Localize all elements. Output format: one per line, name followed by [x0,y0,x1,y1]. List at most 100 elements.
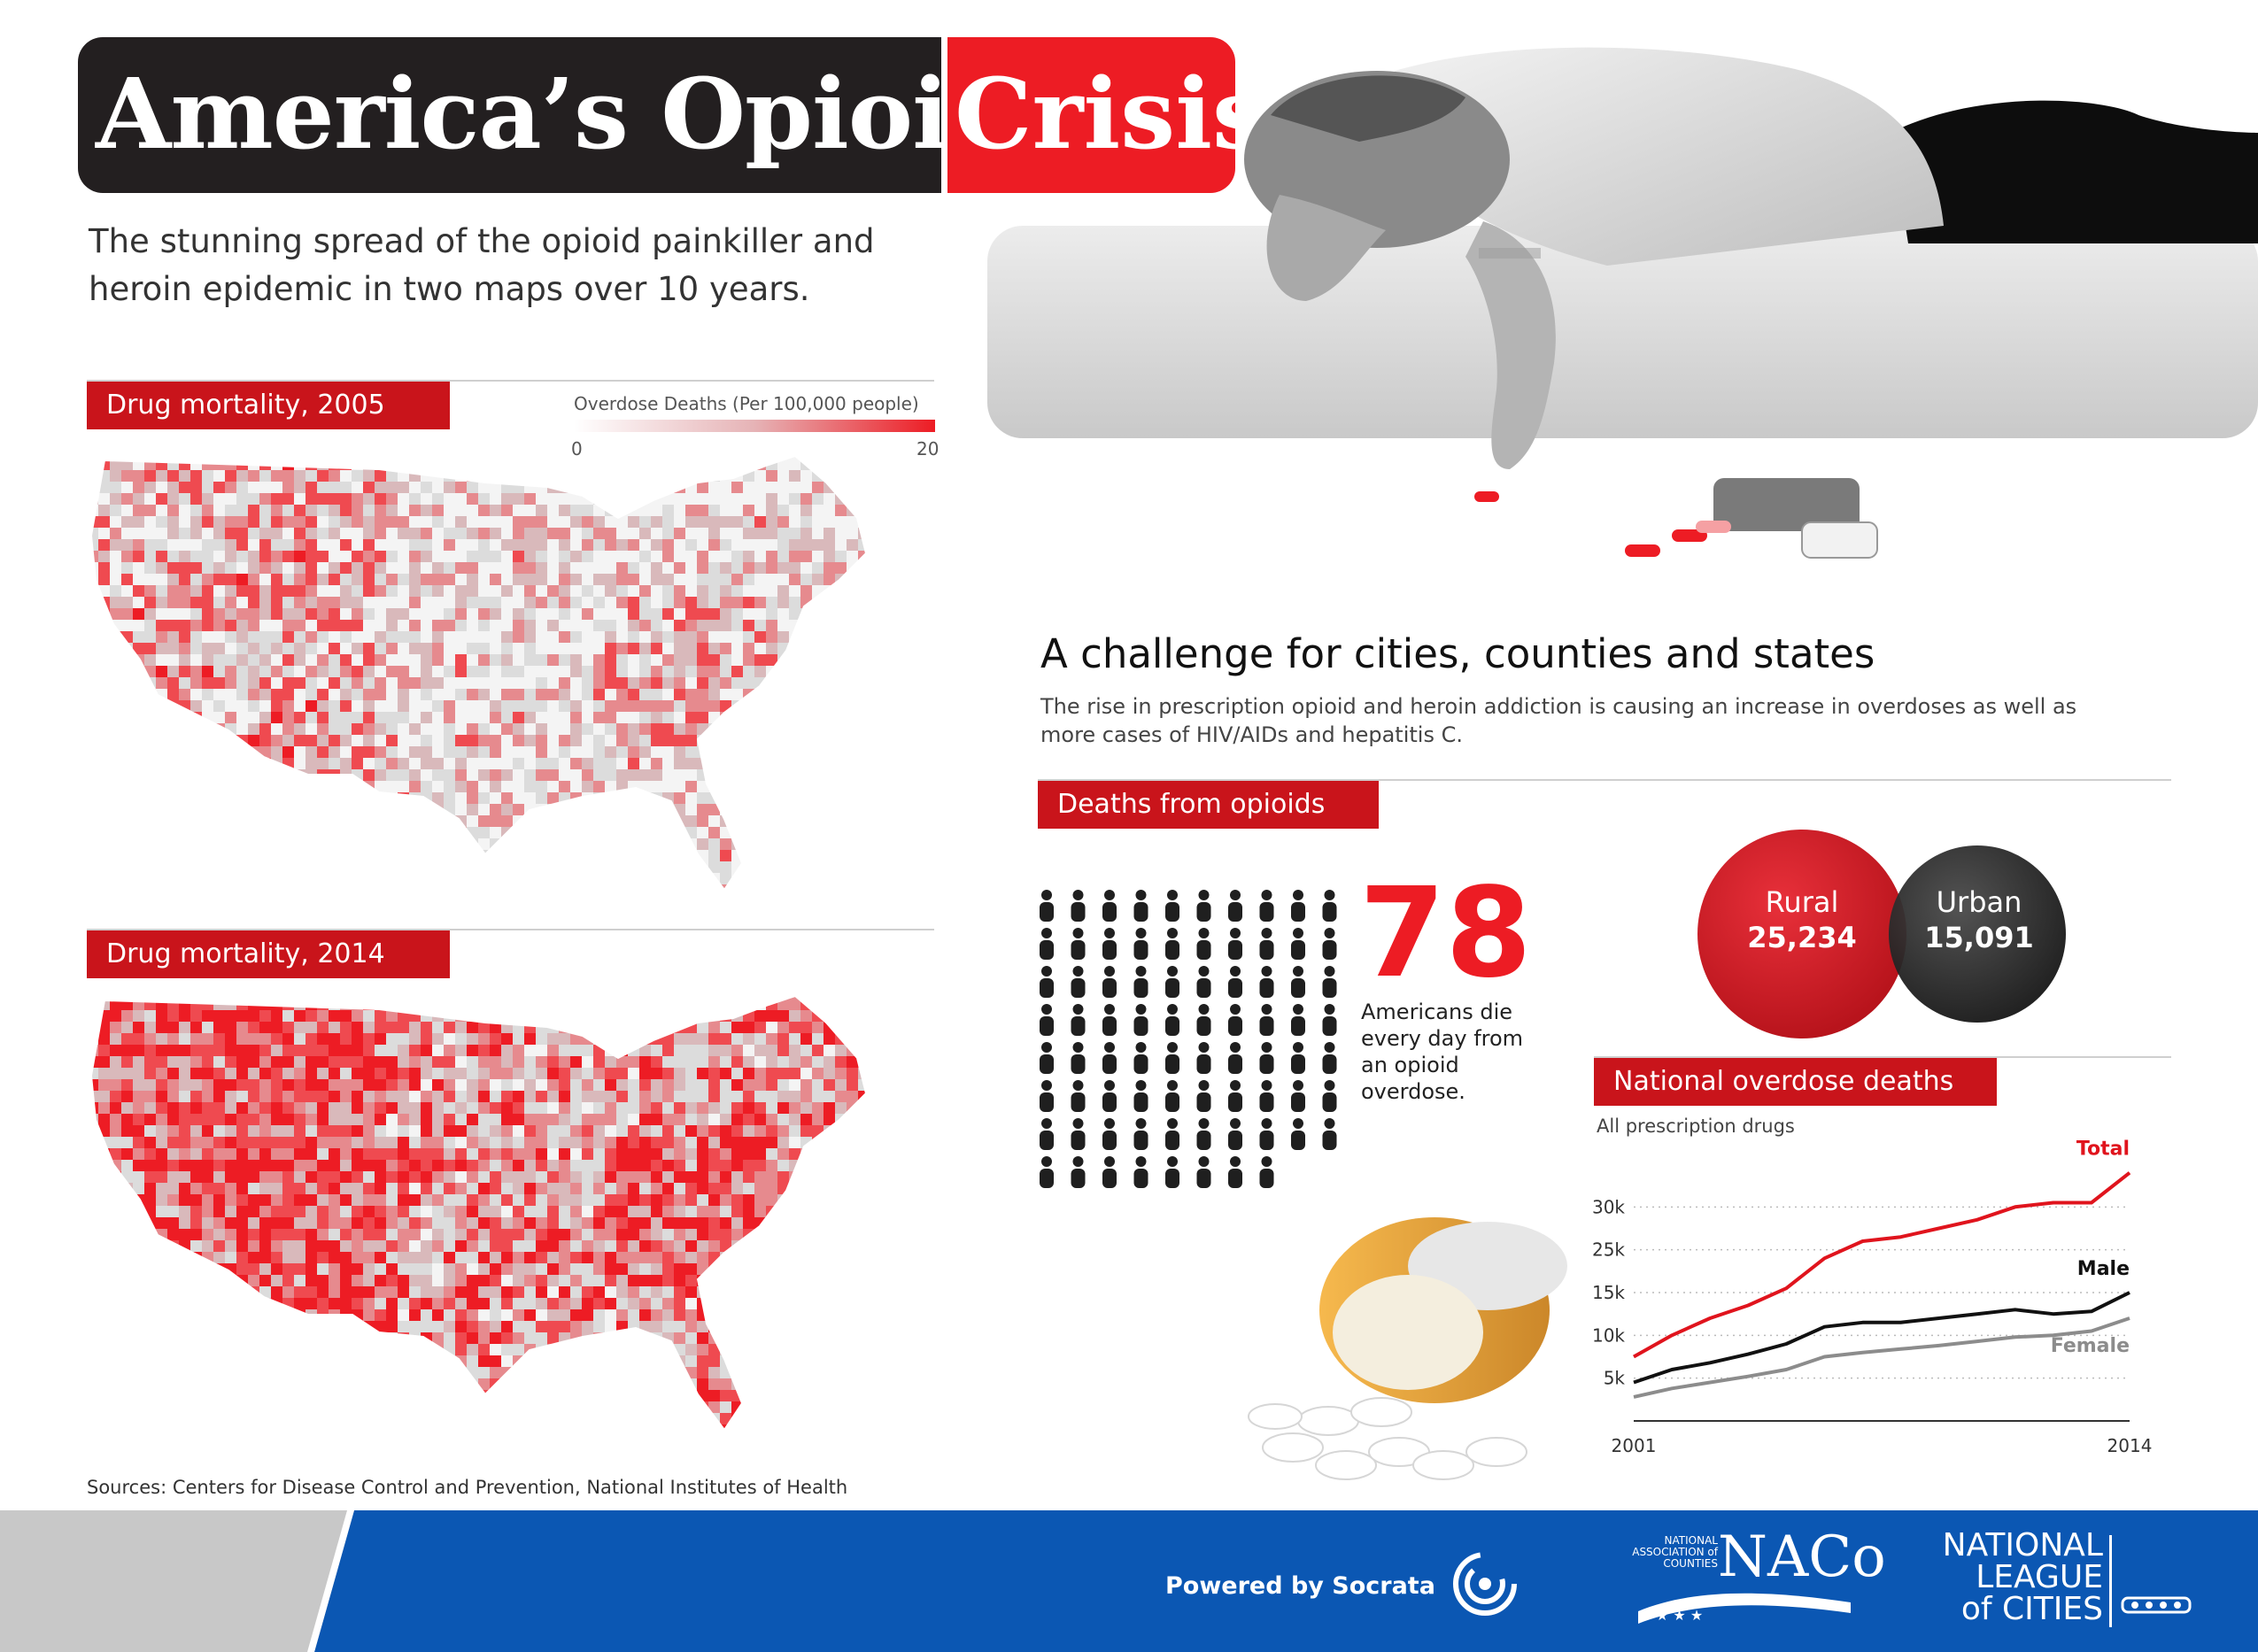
person-icon [1322,966,1337,998]
rural-label: Rural [1765,885,1839,919]
divider [87,929,934,930]
person-icon [1133,1004,1148,1036]
nlc-line: of CITIES [1960,1591,2103,1627]
person-icon [1165,890,1179,922]
person-icon [1291,1042,1305,1074]
person-icon [1040,1004,1054,1036]
chart-subtitle: All prescription drugs [1597,1115,1795,1137]
naco-logo: NACo [1718,1525,1886,1590]
person-icon [1165,1118,1179,1150]
series-label-female: Female [2051,1335,2130,1357]
y-tick-label: 15k [1592,1282,1625,1303]
person-icon [1071,1042,1086,1074]
title-block: America’s Opioid [78,37,1017,193]
urban-value: 15,091 [1924,921,2034,954]
map-2014-label: Drug mortality, 2014 [87,930,450,978]
subtitle: The stunning spread of the opioid painki… [89,218,974,313]
person-icon [1196,966,1211,998]
person-icon [1071,1080,1086,1112]
person-icon [1196,1156,1211,1188]
person-icon [1040,1080,1054,1112]
person-icon [1133,966,1148,998]
person-icon [1291,890,1305,922]
subtitle-line: The stunning spread of the opioid painki… [89,222,875,260]
urban-label: Urban [1936,885,2022,919]
person-icon [1133,1156,1148,1188]
rural-circle [1697,830,1906,1038]
person-icon [1071,1156,1086,1188]
legend-min: 0 [571,438,583,459]
person-icon [1165,1042,1179,1074]
person-icon [1291,1080,1305,1112]
pill [1696,521,1731,533]
person-icon [1102,1118,1117,1150]
person-icon [1322,1118,1337,1150]
series-line-female [1633,1316,2130,1399]
sources: Sources: Centers for Disease Control and… [87,1477,848,1498]
person-icon [1228,1156,1242,1188]
person-icon [1196,1004,1211,1036]
legend-gradient [574,420,935,432]
nlc-logo-text: NATIONAL LEAGUE of CITIES [1930,1530,2103,1625]
footer-band [0,1510,2258,1652]
shirt [1395,47,1944,266]
person-icon [1071,1004,1086,1036]
pants [1891,100,2258,243]
people-pictogram [1040,890,1337,1188]
us-map-2014 [89,994,868,1432]
pill [1625,544,1660,557]
nlc-divider [2109,1535,2112,1627]
person-icon [1259,1080,1274,1112]
naco-flag-icon: ★ ★ ★ [1638,1593,1851,1624]
person-icon [1133,1042,1148,1074]
person-icon [1228,1080,1242,1112]
person-icon [1259,1004,1274,1036]
series-label-male: Male [2077,1258,2130,1280]
map-2005-label: Drug mortality, 2005 [87,382,450,429]
person-icon [1165,928,1179,960]
person-icon [1291,1118,1305,1150]
person-icon [1040,928,1054,960]
person-icon [1291,1004,1305,1036]
subtitle-line: heroin epidemic in two maps over 10 year… [89,270,810,308]
legend-title: Overdose Deaths (Per 100,000 people) [574,393,919,414]
person-icon [1259,1042,1274,1074]
powered-by-text[interactable]: Powered by Socrata [1165,1572,1435,1600]
person-icon [1102,928,1117,960]
person-icon [1102,890,1117,922]
person-icon [1259,928,1274,960]
person-icon [1228,966,1242,998]
person-icon [1322,1042,1337,1074]
x-tick-label: 2014 [2107,1435,2152,1456]
rural-value: 25,234 [1747,921,1857,954]
title-accent-block: Crisis [947,37,1267,193]
person-icon [1071,1118,1086,1150]
person-icon [1291,966,1305,998]
hair [1271,75,1465,142]
person-icon [1165,1080,1179,1112]
person-icon [1228,1118,1242,1150]
person-icon [1259,1156,1274,1188]
person-icon [1322,890,1337,922]
person-icon [1228,890,1242,922]
person-icon [1291,928,1305,960]
person-icon [1102,966,1117,998]
person-icon [1040,1118,1054,1150]
deaths-text-line: overdose. [1361,1079,1465,1104]
pill-bottle-illustration [1713,478,1878,559]
person-icon [1071,890,1086,922]
pill [1474,491,1499,502]
person-icon [1102,1156,1117,1188]
nlc-skyline-icon [2121,1596,2192,1614]
spilled-pills-illustration [1248,1217,1567,1480]
person-icon [1196,1042,1211,1074]
person-icon [1133,928,1148,960]
nlc-line: NATIONAL [1942,1527,2103,1563]
naco-small-text: NATIONAL ASSOCIATION of COUNTIES [1632,1534,1718,1570]
person-icon [1196,890,1211,922]
rural-urban-circles [1697,830,2066,1038]
pill [1672,529,1707,542]
person-icon [1196,1080,1211,1112]
page-title: America’s Opioid [96,57,1017,171]
person-icon [1133,890,1148,922]
